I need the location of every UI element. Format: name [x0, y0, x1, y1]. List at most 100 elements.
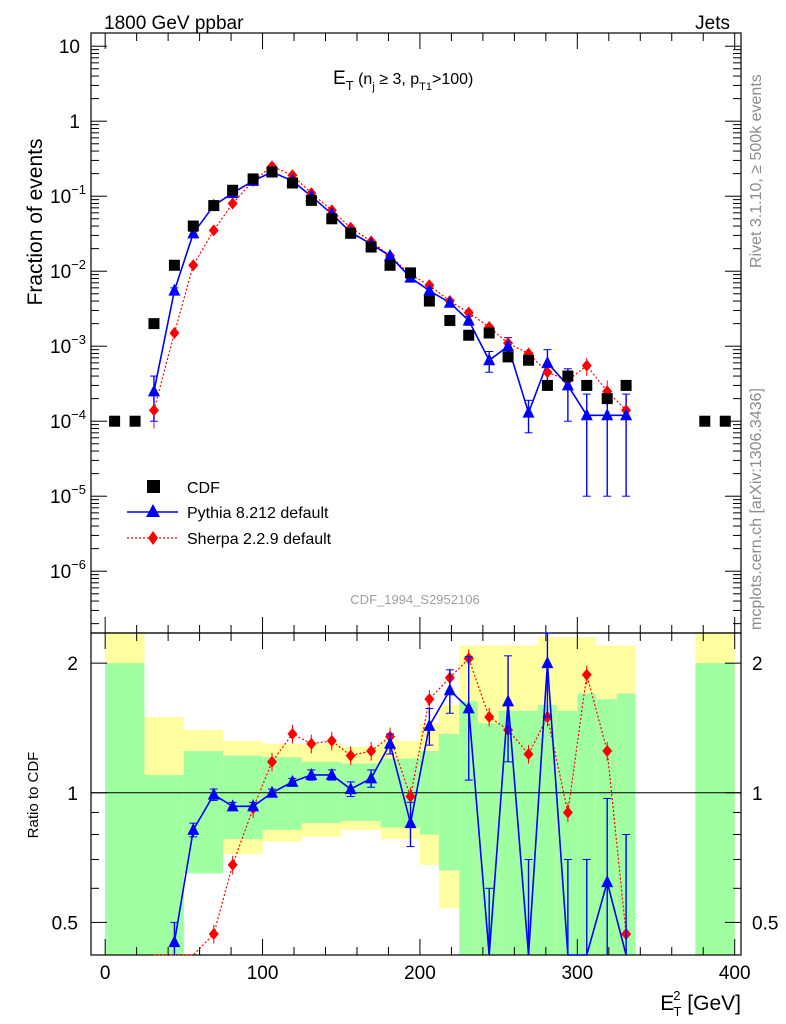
top-y-tick-label: 10−3 — [50, 332, 86, 358]
legend-sherpa-label: Sherpa 2.2.9 default — [187, 531, 332, 548]
legend: CDF Pythia 8.212 default Sherpa 2.2.9 de… — [127, 480, 332, 548]
analysis-watermark: CDF_1994_S2952106 — [350, 592, 479, 607]
cdf-point — [620, 379, 632, 391]
cdf-point — [187, 220, 199, 232]
cdf-point — [719, 415, 731, 427]
band-inner — [577, 693, 597, 955]
cdf-point — [247, 173, 259, 185]
top-y-axis-label: Fraction of events — [24, 139, 47, 306]
pythia-ratio-point — [404, 816, 417, 829]
legend-cdf-marker — [147, 480, 160, 493]
cdf-point — [227, 184, 239, 196]
cdf-point — [305, 194, 317, 206]
bottom-y-tick-label-right: 2 — [752, 654, 763, 675]
top-y-tick-label: 10 — [59, 37, 80, 58]
x-axis-label: E2 T [GeV] — [660, 988, 741, 1019]
sherpa-point — [463, 306, 474, 319]
top-y-tick-label: 1 — [69, 112, 80, 133]
cdf-point — [286, 177, 298, 189]
pythia-ratio-point — [325, 767, 338, 780]
bottom-y-tick-label: 2 — [67, 654, 78, 675]
cdf-point — [423, 295, 435, 307]
sherpa-ratio-point — [306, 737, 317, 750]
sherpa-ratio-point — [366, 745, 377, 758]
pythia-point — [580, 408, 593, 421]
header-left: 1800 GeV ppbar — [104, 13, 244, 34]
cdf-point — [444, 315, 456, 327]
cdf-point — [326, 213, 338, 225]
sherpa-ratio-point — [523, 748, 534, 761]
pythia-ratio-point — [541, 656, 554, 669]
top-y-tick-label: 10−1 — [50, 182, 86, 208]
pythia-point — [443, 295, 456, 308]
pythia-point — [187, 226, 200, 239]
sherpa-ratio-point — [227, 858, 238, 871]
sherpa-ratio-point — [405, 790, 416, 803]
pythia-point — [522, 405, 535, 418]
pythia-point — [147, 384, 160, 397]
sherpa-ratio-point — [345, 749, 356, 762]
sherpa-ratio-point — [208, 927, 219, 940]
pythia-ratio-point — [601, 875, 614, 888]
pythia-ratio-point — [443, 683, 456, 696]
sherpa-point — [169, 327, 180, 339]
bottom-y-tick-label: 1 — [67, 784, 78, 805]
top-y-tick-label: 10−2 — [50, 257, 86, 283]
cdf-point — [404, 267, 416, 279]
sherpa-ratio-point — [484, 710, 495, 723]
pythia-point — [462, 313, 475, 326]
pythia-ratio-point — [286, 774, 299, 787]
legend-pythia-label: Pythia 8.212 default — [187, 505, 329, 522]
sherpa-point — [542, 366, 553, 379]
cdf-point — [581, 379, 593, 391]
cdf-point — [523, 354, 535, 366]
x-tick-label: 100 — [247, 963, 279, 984]
top-y-tick-label: 10−5 — [50, 482, 86, 508]
pythia-ratio-point — [168, 935, 181, 948]
cdf-point — [365, 241, 377, 253]
x-tick-label: 0 — [100, 963, 111, 984]
sherpa-point — [581, 359, 592, 372]
pythia-point — [423, 283, 436, 296]
band-inner — [517, 710, 538, 955]
cdf-point — [601, 393, 613, 405]
pythia-point — [168, 283, 181, 296]
pythia-point — [601, 408, 614, 421]
cdf-point — [208, 200, 220, 212]
bottom-y-axis-label: Ratio to CDF — [25, 752, 42, 839]
pythia-ratio-point — [462, 701, 475, 714]
cdf-point — [463, 329, 475, 341]
pythia-ratio-point — [187, 822, 200, 835]
bottom-y-tick-label: 0.5 — [52, 913, 78, 934]
pythia-ratio-point — [305, 767, 318, 780]
bottom-y-tick-label-right: 1 — [752, 784, 763, 805]
pythia-ratio-point — [226, 799, 239, 812]
band-inner — [596, 699, 617, 955]
sherpa-point — [227, 197, 238, 210]
band-inner — [478, 723, 499, 955]
band-inner — [144, 774, 184, 955]
header-right: Jets — [695, 13, 730, 34]
sherpa-ratio-point — [562, 806, 573, 819]
data-marks — [109, 160, 731, 956]
x-tick-label: 400 — [719, 963, 751, 984]
sherpa-ratio-point — [581, 668, 592, 681]
sherpa-ratio-point — [424, 693, 435, 706]
x-tick-label: 200 — [404, 963, 436, 984]
uncertainty-bands — [105, 633, 735, 955]
cdf-point — [483, 327, 495, 339]
bottom-y-tick-label-right: 0.5 — [752, 913, 778, 934]
sherpa-line — [153, 165, 627, 411]
cdf-point — [541, 379, 553, 391]
legend-pythia-marker — [146, 504, 160, 517]
top-axes: 10 1 10−1 10−2 10−3 10−4 10−5 10−6 — [50, 32, 742, 634]
pythia-point — [620, 408, 633, 421]
pythia-point — [541, 355, 554, 368]
pythia-ratio-point — [344, 782, 357, 795]
pythia-point — [384, 248, 397, 261]
sherpa-ratio-point — [602, 745, 613, 758]
rivet-version-label: Rivet 3.1.10, ≥ 500k events — [748, 74, 765, 268]
cdf-point — [129, 415, 141, 427]
pythia-ratio-point — [423, 718, 436, 731]
